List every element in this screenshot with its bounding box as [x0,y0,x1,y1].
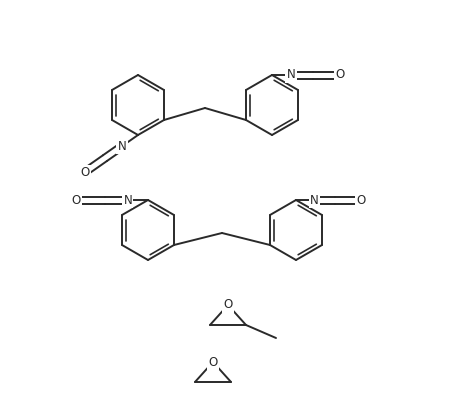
Text: N: N [123,193,132,207]
Text: N: N [310,193,319,207]
Text: N: N [118,140,126,153]
Text: O: O [356,193,365,207]
Text: O: O [71,193,81,207]
Text: O: O [208,355,217,369]
Text: O: O [223,299,232,312]
Text: O: O [336,68,345,81]
Text: N: N [286,68,296,81]
Text: O: O [80,166,89,179]
